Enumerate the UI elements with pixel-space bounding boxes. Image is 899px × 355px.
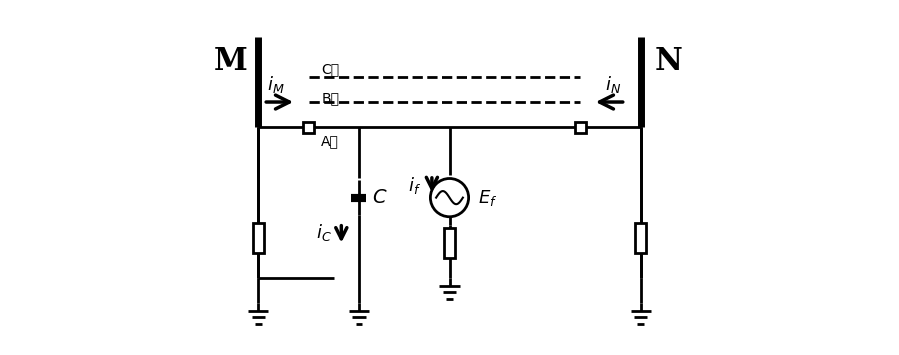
Text: $i_N$: $i_N$	[605, 74, 621, 95]
Bar	[574, 122, 586, 133]
Text: $C$: $C$	[371, 188, 387, 207]
Text: M: M	[214, 46, 247, 77]
Text: $i_f$: $i_f$	[408, 175, 421, 196]
Bar	[444, 228, 455, 258]
Text: $i_M$: $i_M$	[267, 74, 285, 95]
Text: N: N	[654, 46, 682, 77]
Bar	[636, 223, 646, 253]
Text: $i_C$: $i_C$	[316, 222, 332, 243]
Bar	[303, 122, 314, 133]
Text: $E_f$: $E_f$	[477, 188, 497, 208]
Bar	[253, 223, 263, 253]
Text: C相: C相	[321, 62, 339, 76]
Text: A相: A相	[321, 134, 339, 148]
Text: B相: B相	[321, 91, 339, 105]
